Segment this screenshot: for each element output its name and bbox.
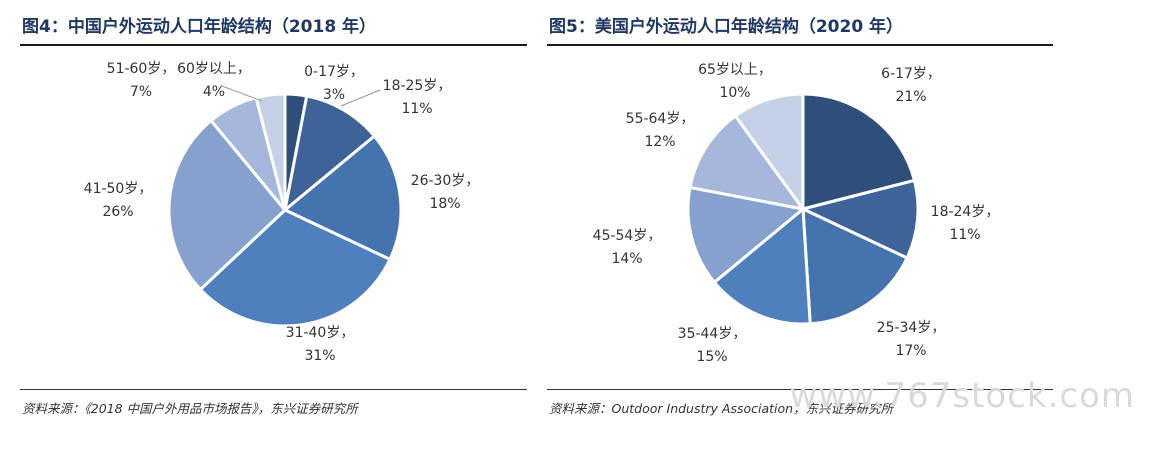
- left-label-5: 51-60岁， 7%: [107, 61, 176, 100]
- right-label-5: 55-64岁， 12%: [626, 111, 695, 150]
- right-title-rule: [547, 44, 1053, 46]
- right-label-0: 6-17岁， 21%: [881, 66, 941, 105]
- left-label-0: 0-17岁， 3%: [304, 64, 364, 103]
- right-chart-title: 图5：美国户外运动人口年龄结构（2020 年）: [549, 17, 904, 37]
- left-slice-4: [167, 118, 288, 292]
- left-label-4: 41-50岁， 26%: [84, 181, 153, 220]
- left-slice-1: [282, 94, 377, 214]
- right-label-1: 18-24岁， 11%: [931, 204, 1000, 243]
- right-slice-5: [688, 113, 807, 212]
- left-chart-title: 图4：中国户外运动人口年龄结构（2018 年）: [22, 17, 377, 37]
- left-label-1: 18-25岁， 11%: [383, 78, 452, 117]
- left-slice-2: [282, 133, 403, 262]
- right-slice-6: [733, 92, 805, 214]
- left-leader-line-0: [340, 89, 381, 107]
- right-slice-4: [686, 185, 807, 285]
- right-source-note: 资料来源：Outdoor Industry Association，东兴证券研究…: [549, 401, 894, 416]
- right-label-4: 45-54岁， 14%: [593, 228, 662, 267]
- left-label-3: 31-40岁， 31%: [286, 325, 355, 364]
- right-label-3: 35-44岁， 15%: [678, 326, 747, 365]
- left-source-note: 资料来源：《2018 中国户外用品市场报告》，东兴证券研究所: [22, 401, 358, 416]
- right-label-6: 65岁以上， 10%: [698, 62, 772, 101]
- right-source-rule: [547, 389, 1053, 390]
- left-title-rule: [20, 44, 527, 46]
- left-label-6: 60岁以上， 4%: [177, 61, 251, 100]
- right-slice-2: [801, 206, 910, 326]
- right-slice-1: [798, 178, 920, 260]
- left-pie-chart: 0-17岁， 3% 18-25岁， 11% 26-30岁， 18% 31-40岁， 31% 41…: [84, 61, 480, 364]
- left-slice-6: [254, 92, 287, 211]
- left-label-2: 26-30岁， 18%: [411, 173, 480, 212]
- right-slice-0: [801, 92, 917, 211]
- right-slice-3: [712, 205, 812, 326]
- right-pie-chart: 6-17岁， 21% 18-24岁， 11% 25-34岁， 17% 35-44岁， 15% 4…: [593, 62, 1000, 365]
- left-leader-line-1: [221, 85, 263, 102]
- right-label-2: 25-34岁， 17%: [877, 320, 946, 359]
- left-source-rule: [20, 389, 527, 390]
- left-slice-3: [198, 208, 392, 328]
- watermark-text: www.767stock.com: [789, 376, 1135, 416]
